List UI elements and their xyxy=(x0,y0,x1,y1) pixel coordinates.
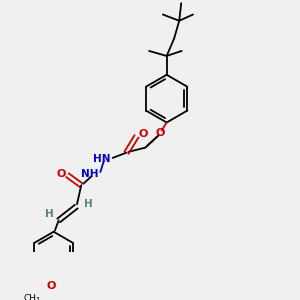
Text: H: H xyxy=(84,199,92,209)
Text: NH: NH xyxy=(81,169,99,179)
Text: HN: HN xyxy=(93,154,110,164)
Text: H: H xyxy=(45,209,54,219)
Text: O: O xyxy=(139,129,148,139)
Text: CH₃: CH₃ xyxy=(23,294,40,300)
Text: O: O xyxy=(56,169,65,179)
Text: O: O xyxy=(46,281,56,291)
Text: O: O xyxy=(156,128,165,137)
